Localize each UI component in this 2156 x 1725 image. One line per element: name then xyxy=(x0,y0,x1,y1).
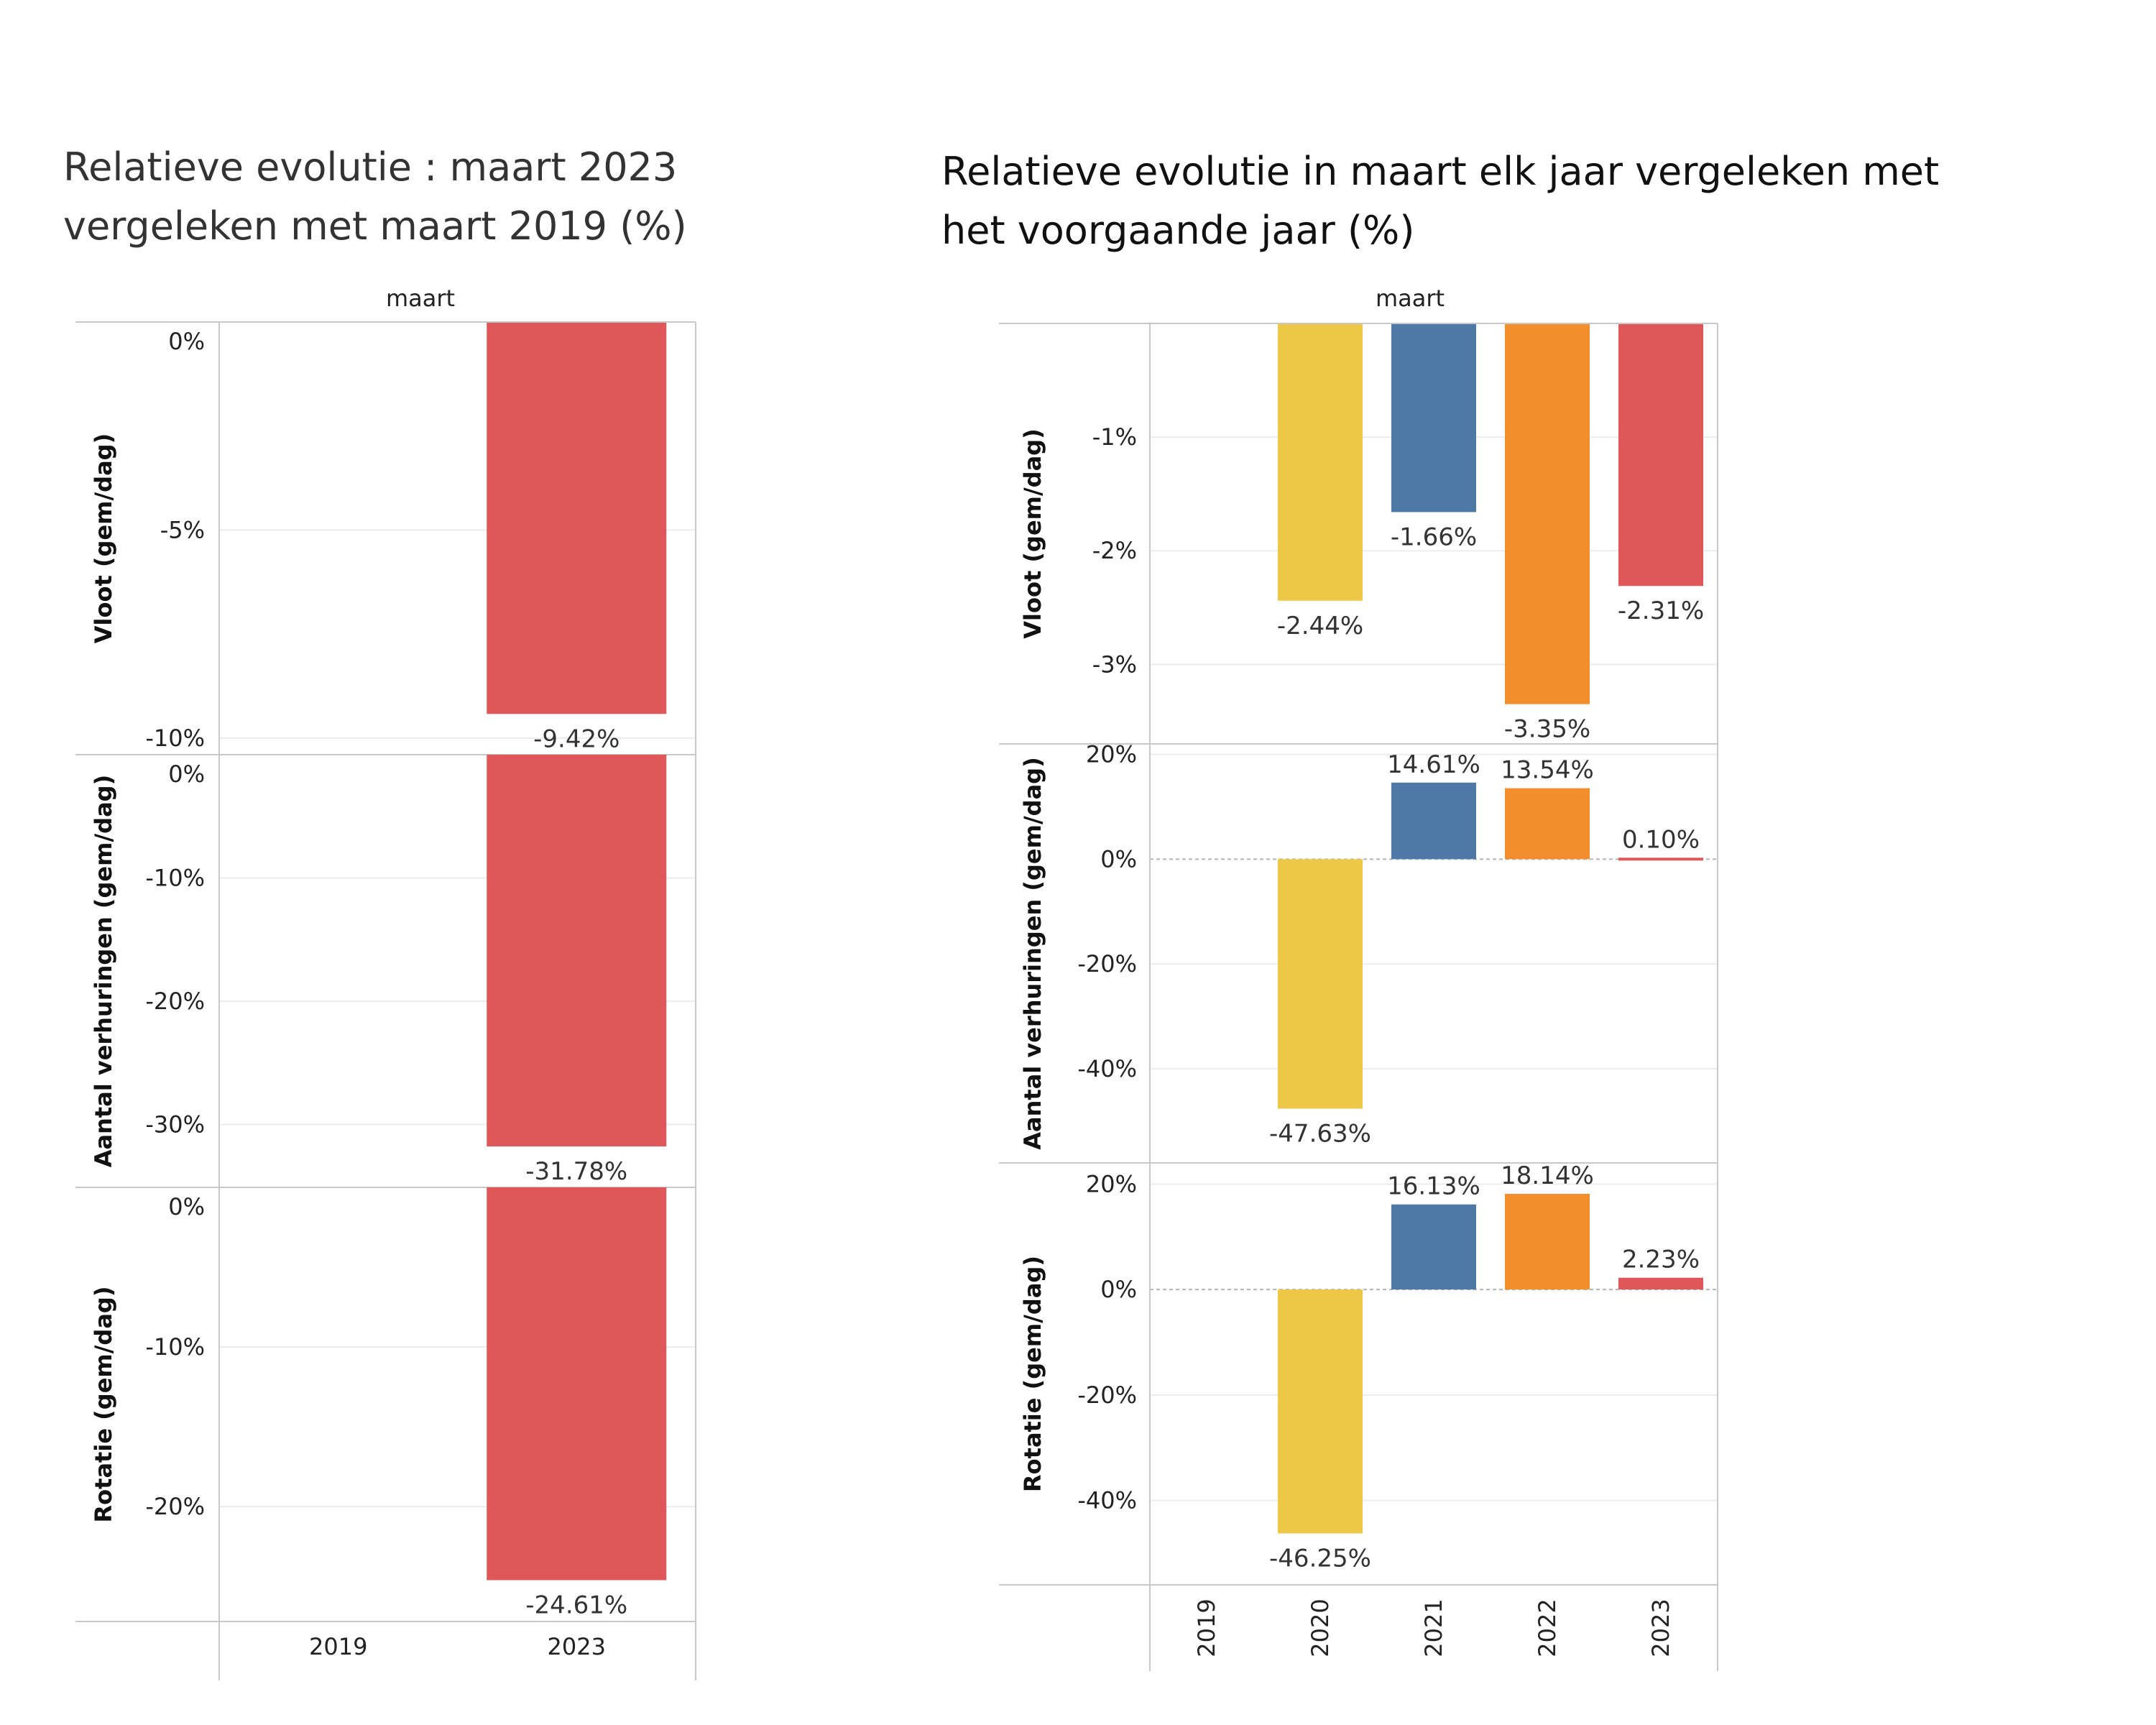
left-chart-title: Relatieve evolutie : maart 2023 vergelek… xyxy=(63,144,687,249)
bar-1-0-2020 xyxy=(1278,323,1363,601)
column-header-0: maart xyxy=(386,285,455,312)
bar-1-0-2023 xyxy=(1618,323,1703,586)
y-tick-label-1-1-1: 0% xyxy=(1100,845,1137,873)
bar-1-2-2020 xyxy=(1278,1289,1363,1534)
column-header-1: maart xyxy=(1376,285,1445,312)
data-label-0-0-2023: -9.42% xyxy=(533,724,619,753)
right-chart-title: Relatieve evolutie in maart elk jaar ver… xyxy=(941,149,1940,253)
y-tick-label-1-2-3: -40% xyxy=(1077,1487,1137,1514)
data-label-1-2-2020: -46.25% xyxy=(1269,1544,1371,1573)
x-tick-label-1-2021: 2021 xyxy=(1420,1598,1447,1657)
y-axis-title-0-2: Rotatie (gem/dag) xyxy=(90,1287,117,1523)
y-axis-title-1-2: Rotatie (gem/dag) xyxy=(1019,1256,1046,1492)
data-label-1-1-2022: 13.54% xyxy=(1501,756,1594,785)
y-tick-label-1-1-0: 20% xyxy=(1086,741,1137,768)
data-label-1-0-2020: -2.44% xyxy=(1277,612,1363,640)
x-tick-label-0-2023: 2023 xyxy=(548,1633,606,1660)
x-tick-label-1-2019: 2019 xyxy=(1193,1598,1220,1657)
bar-1-2-2023 xyxy=(1618,1277,1703,1290)
data-label-1-0-2023: -2.31% xyxy=(1618,597,1704,625)
y-axis-title-1-1: Aantal verhuringen (gem/dag) xyxy=(1019,757,1046,1149)
y-tick-label-1-2-2: -20% xyxy=(1077,1381,1137,1409)
data-label-1-1-2020: -47.63% xyxy=(1269,1119,1371,1148)
y-tick-label-0-1-0: 0% xyxy=(168,760,205,788)
bar-1-1-2021 xyxy=(1391,782,1476,860)
y-axis-title-0-1: Aantal verhuringen (gem/dag) xyxy=(90,775,117,1167)
y-tick-label-0-2-1: -10% xyxy=(145,1333,205,1361)
y-tick-label-0-1-2: -20% xyxy=(145,988,205,1015)
y-tick-label-1-0-2: -3% xyxy=(1092,650,1137,678)
y-axis-title-0-0: Vloot (gem/dag) xyxy=(90,433,117,643)
data-label-1-2-2021: 16.13% xyxy=(1387,1172,1480,1201)
y-tick-label-0-1-1: -10% xyxy=(145,865,205,892)
data-label-0-2-2023: -24.61% xyxy=(525,1591,627,1619)
y-tick-label-0-1-3: -30% xyxy=(145,1111,205,1138)
data-label-1-0-2021: -1.66% xyxy=(1391,523,1477,551)
bar-0-0-2023 xyxy=(487,322,667,714)
bar-1-1-2023 xyxy=(1618,857,1703,861)
y-tick-label-1-2-0: 20% xyxy=(1086,1170,1137,1197)
y-tick-label-1-0-0: -1% xyxy=(1092,423,1137,451)
x-tick-label-0-2019: 2019 xyxy=(309,1633,367,1660)
y-tick-label-0-0-1: -5% xyxy=(160,516,205,543)
bar-1-2-2021 xyxy=(1391,1204,1476,1290)
data-label-1-2-2023: 2.23% xyxy=(1622,1246,1700,1274)
bar-0-1-2023 xyxy=(487,755,667,1147)
data-label-1-0-2022: -3.35% xyxy=(1504,715,1590,744)
x-tick-label-1-2023: 2023 xyxy=(1647,1598,1674,1657)
y-tick-label-0-0-0: 0% xyxy=(168,328,205,355)
data-label-1-1-2021: 14.61% xyxy=(1387,750,1480,779)
bar-1-1-2020 xyxy=(1278,859,1363,1109)
y-axis-title-1-0: Vloot (gem/dag) xyxy=(1019,428,1046,638)
y-tick-label-1-1-2: -20% xyxy=(1077,950,1137,978)
y-tick-label-0-2-0: 0% xyxy=(168,1193,205,1220)
bar-0-2-2023 xyxy=(487,1187,667,1581)
y-tick-label-0-0-2: -10% xyxy=(145,724,205,752)
y-tick-label-0-2-2: -20% xyxy=(145,1493,205,1520)
bar-1-0-2022 xyxy=(1505,323,1590,704)
y-tick-label-1-2-1: 0% xyxy=(1100,1276,1137,1303)
y-tick-label-1-0-1: -2% xyxy=(1092,537,1137,564)
bar-1-1-2022 xyxy=(1505,788,1590,860)
bar-1-2-2022 xyxy=(1505,1193,1590,1290)
data-label-1-2-2022: 18.14% xyxy=(1501,1162,1594,1190)
y-tick-label-1-1-3: -40% xyxy=(1077,1055,1137,1082)
data-label-0-1-2023: -31.78% xyxy=(525,1157,627,1186)
data-label-1-1-2023: 0.10% xyxy=(1622,825,1700,854)
x-tick-label-1-2020: 2020 xyxy=(1307,1598,1334,1657)
bar-1-0-2021 xyxy=(1391,323,1476,512)
x-tick-label-1-2022: 2022 xyxy=(1534,1598,1561,1657)
